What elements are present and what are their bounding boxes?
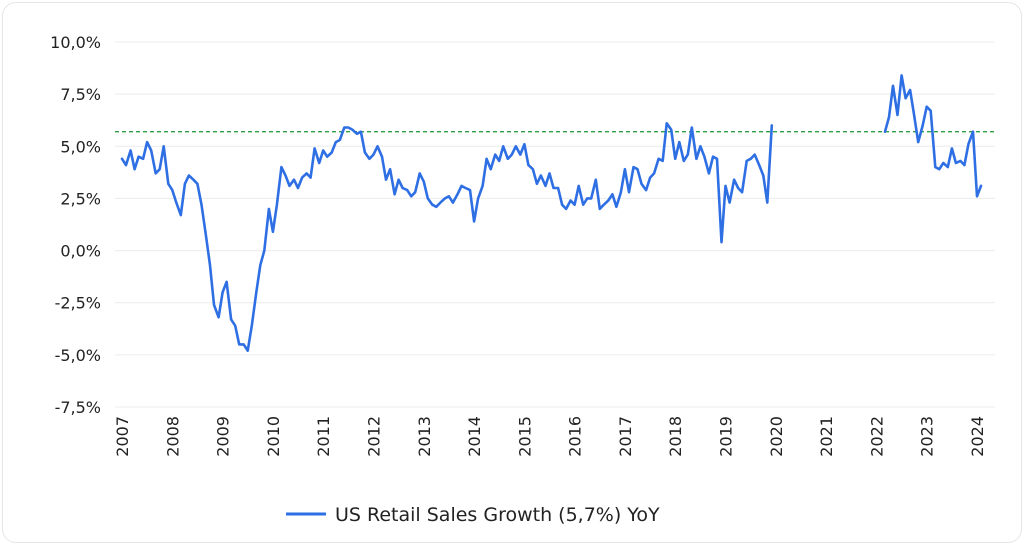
y-axis-tick-labels: -7,5% -5,0% -2,5% 0,0% 2,5% 5,0% 7,5% 10,0% bbox=[50, 33, 101, 417]
x-tick-label: 2008 bbox=[163, 416, 182, 457]
x-tick-label: 2016 bbox=[566, 416, 585, 457]
x-tick-label: 2018 bbox=[666, 416, 685, 457]
y-tick-label: 0,0% bbox=[60, 242, 101, 261]
series-lines bbox=[120, 74, 983, 352]
x-tick-label: 2022 bbox=[867, 416, 886, 457]
x-tick-label: 2014 bbox=[465, 416, 484, 457]
x-axis-tick-labels: 2007 2008 2009 2010 2011 2012 2013 2014 2015 2016… bbox=[113, 416, 987, 457]
y-tick-label: 2,5% bbox=[60, 189, 101, 208]
x-tick-label: 2015 bbox=[515, 416, 534, 457]
x-tick-label: 2012 bbox=[364, 416, 383, 457]
grid-lines bbox=[115, 41, 995, 408]
x-tick-label: 2013 bbox=[415, 416, 434, 457]
y-tick-label: 5,0% bbox=[60, 137, 101, 156]
legend-label: US Retail Sales Growth (5,7%) YoY bbox=[335, 504, 660, 526]
x-tick-label: 2020 bbox=[767, 416, 786, 457]
x-tick-label: 2017 bbox=[616, 416, 635, 457]
series-line bbox=[120, 122, 774, 352]
x-tick-label: 2010 bbox=[264, 416, 283, 457]
y-tick-label: 10,0% bbox=[50, 33, 101, 52]
x-tick-label: 2023 bbox=[918, 416, 937, 457]
y-tick-label: -2,5% bbox=[55, 294, 101, 313]
x-tick-label: 2019 bbox=[717, 416, 736, 457]
series-line bbox=[883, 74, 983, 198]
x-tick-label: 2009 bbox=[214, 416, 233, 457]
y-tick-label: -5,0% bbox=[55, 346, 101, 365]
x-tick-label: 2021 bbox=[817, 416, 836, 457]
x-tick-label: 2024 bbox=[968, 416, 987, 457]
x-tick-label: 2011 bbox=[314, 416, 333, 457]
legend: US Retail Sales Growth (5,7%) YoY bbox=[286, 504, 660, 526]
y-tick-label: 7,5% bbox=[60, 85, 101, 104]
x-tick-label: 2007 bbox=[113, 416, 132, 457]
y-tick-label: -7,5% bbox=[55, 398, 101, 417]
